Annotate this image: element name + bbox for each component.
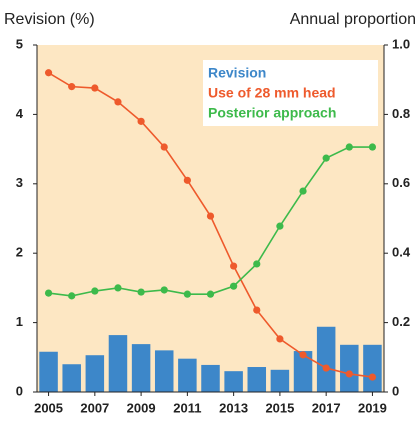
- x-tick-label: 2005: [34, 400, 63, 415]
- point: [230, 262, 238, 270]
- point: [68, 292, 76, 300]
- bar: [224, 371, 243, 392]
- y-tick-label: 3: [16, 175, 23, 190]
- point: [230, 282, 238, 290]
- point: [137, 288, 145, 296]
- bar: [39, 351, 58, 392]
- point: [206, 290, 215, 298]
- y-tick-label: 1: [16, 314, 23, 329]
- y2-tick-label: 0.2: [392, 314, 410, 329]
- bar: [62, 364, 81, 392]
- y2-tick-label: 0.4: [392, 245, 411, 260]
- x-tick-label: 2007: [80, 400, 109, 415]
- point: [253, 306, 261, 314]
- y2-tick-label: 0: [392, 383, 399, 398]
- point: [345, 370, 353, 378]
- point: [322, 154, 330, 162]
- point: [299, 187, 307, 195]
- x-tick-label: 2009: [127, 400, 156, 415]
- y2-tick-label: 0.8: [392, 106, 410, 121]
- point: [345, 143, 353, 151]
- point: [91, 84, 99, 92]
- bar: [293, 351, 313, 392]
- bar: [201, 364, 220, 392]
- legend-entry: Revision: [208, 65, 266, 81]
- point: [183, 290, 191, 298]
- y2-tick-label: 1.0: [392, 36, 410, 51]
- legend-entry: Use of 28 mm head: [208, 85, 336, 101]
- bar: [316, 326, 336, 392]
- x-tick-label: 2011: [173, 400, 201, 415]
- y-tick-label: 4: [16, 106, 24, 121]
- point: [322, 364, 330, 372]
- point: [253, 260, 261, 268]
- bar: [340, 344, 359, 392]
- y-tick-label: 0: [16, 383, 23, 398]
- bar: [247, 367, 267, 392]
- point: [44, 289, 53, 297]
- y-axis-label: Revision (%): [4, 11, 95, 28]
- bar: [270, 369, 290, 392]
- point: [206, 212, 215, 220]
- legend-box: [203, 60, 378, 126]
- bar: [108, 335, 128, 392]
- point: [44, 69, 53, 77]
- bar: [154, 350, 174, 392]
- point: [276, 222, 284, 230]
- x-tick-label: 2015: [265, 400, 294, 415]
- point: [114, 284, 122, 292]
- point: [368, 373, 377, 381]
- point: [91, 287, 99, 295]
- point: [160, 143, 168, 151]
- x-tick-label: 2019: [358, 400, 387, 415]
- point: [183, 176, 191, 184]
- bar: [131, 344, 151, 392]
- y-tick-label: 2: [16, 245, 23, 260]
- point: [68, 83, 76, 91]
- y2-axis-label: Annual proportion: [290, 11, 416, 28]
- point: [276, 335, 284, 343]
- legend-entry: Posterior approach: [208, 105, 336, 121]
- x-tick-label: 2017: [312, 400, 341, 415]
- y-tick-label: 5: [16, 36, 23, 51]
- point: [368, 143, 377, 151]
- point: [114, 98, 122, 106]
- bar: [178, 358, 197, 392]
- point: [299, 351, 307, 359]
- y2-tick-label: 0.6: [392, 175, 410, 190]
- point: [137, 117, 145, 125]
- bar: [85, 355, 105, 392]
- point: [160, 286, 168, 294]
- x-tick-label: 2013: [219, 400, 248, 415]
- bar: [363, 344, 382, 392]
